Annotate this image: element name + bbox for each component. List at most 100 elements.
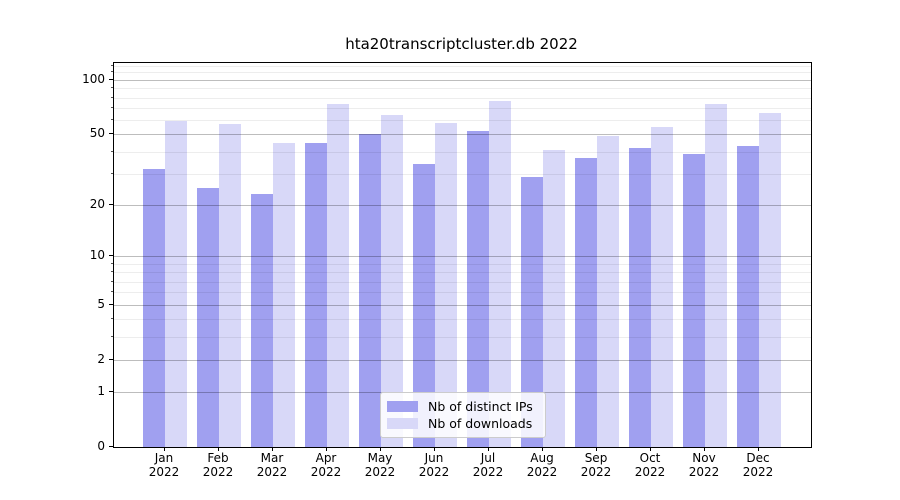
bar-nov-distinct-ips xyxy=(683,153,705,447)
x-tick-mark-jan xyxy=(164,447,165,451)
x-tick-year-feb: 2022 xyxy=(202,464,234,479)
x-tick-year-oct: 2022 xyxy=(634,464,666,479)
bar-mar-downloads xyxy=(273,142,295,447)
legend-swatch-downloads xyxy=(387,418,418,429)
x-tick-mark-sep xyxy=(596,447,597,451)
x-tick-mark-mar xyxy=(272,447,273,451)
legend-row-downloads: Nb of downloads xyxy=(387,415,537,432)
y-minor-tick-mark-4 xyxy=(111,318,113,319)
bar-dec-distinct-ips xyxy=(737,146,759,447)
bar-jan-downloads xyxy=(165,121,187,447)
y-tick-label-5: 5 xyxy=(97,296,105,311)
bar-feb-distinct-ips xyxy=(197,187,219,447)
x-tick-mark-feb xyxy=(218,447,219,451)
gridline-minor-80 xyxy=(114,97,811,99)
x-tick-year-dec: 2022 xyxy=(742,464,774,479)
x-tick-year-mar: 2022 xyxy=(256,464,288,479)
y-tick-label-20: 20 xyxy=(89,196,105,211)
gridline-2 xyxy=(114,359,811,361)
gridline-minor-110 xyxy=(114,72,811,74)
x-tick-mark-jun xyxy=(434,447,435,451)
x-tick-label-jan: Jan 2022 xyxy=(132,451,196,479)
x-tick-mark-aug xyxy=(542,447,543,451)
bar-sep-downloads xyxy=(597,135,619,447)
gridline-minor-70 xyxy=(114,108,811,109)
gridline-minor-4 xyxy=(114,319,811,320)
y-tick-label-1: 1 xyxy=(97,383,105,398)
bar-jan-distinct-ips xyxy=(143,168,165,447)
bar-sep-distinct-ips xyxy=(575,157,597,447)
x-tick-mark-apr xyxy=(326,447,327,451)
x-tick-label-apr: Apr 2022 xyxy=(294,451,358,479)
x-tick-mark-oct xyxy=(650,447,651,451)
gridline-minor-30 xyxy=(114,173,811,175)
x-tick-mark-may xyxy=(380,447,381,451)
y-tick-mark-100 xyxy=(109,79,113,80)
y-tick-mark-1 xyxy=(109,390,113,392)
bar-aug-distinct-ips xyxy=(521,176,543,447)
y-minor-tick-mark-7 xyxy=(111,280,113,282)
gridline-minor-8 xyxy=(114,272,811,274)
y-tick-mark-20 xyxy=(109,203,113,205)
y-tick-mark-2 xyxy=(109,358,113,360)
x-tick-label-oct: Oct 2022 xyxy=(618,451,682,479)
y-tick-label-10: 10 xyxy=(89,248,105,263)
x-tick-mark-nov xyxy=(704,447,705,451)
y-minor-tick-mark-40 xyxy=(111,150,113,152)
y-minor-tick-mark-80 xyxy=(111,96,113,98)
gridline-minor-3 xyxy=(114,336,811,338)
gridline-minor-7 xyxy=(114,281,811,283)
gridline-100 xyxy=(114,80,811,81)
x-tick-year-jul: 2022 xyxy=(472,464,504,479)
x-tick-label-sep: Sep 2022 xyxy=(564,451,628,479)
y-tick-label-50: 50 xyxy=(89,126,105,141)
x-tick-label-aug: Aug 2022 xyxy=(510,451,574,479)
chart-title: hta20transcriptcluster.db 2022 xyxy=(345,35,578,53)
bar-aug-downloads xyxy=(543,149,565,447)
y-tick-mark-50 xyxy=(109,133,113,135)
x-tick-label-mar: Mar 2022 xyxy=(240,451,304,479)
x-tick-label-dec: Dec 2022 xyxy=(726,451,790,479)
bar-nov-downloads xyxy=(705,103,727,447)
x-tick-year-aug: 2022 xyxy=(526,464,558,479)
bar-feb-downloads xyxy=(219,124,241,447)
legend-swatch-distinct-ips xyxy=(387,401,418,412)
bar-apr-downloads xyxy=(327,103,349,447)
y-minor-tick-mark-60 xyxy=(111,119,113,121)
y-minor-tick-mark-90 xyxy=(111,87,113,89)
y-minor-tick-mark-120 xyxy=(111,64,113,66)
gridline-minor-60 xyxy=(114,120,811,122)
legend-row-distinct-ips: Nb of distinct IPs xyxy=(387,398,537,415)
bar-oct-distinct-ips xyxy=(629,147,651,447)
bar-dec-downloads xyxy=(759,112,781,447)
bar-jul-downloads xyxy=(489,100,511,447)
bar-apr-distinct-ips xyxy=(305,142,327,447)
x-tick-year-apr: 2022 xyxy=(310,464,342,479)
bar-may-distinct-ips xyxy=(359,134,381,447)
gridline-minor-90 xyxy=(114,88,811,90)
x-tick-year-nov: 2022 xyxy=(688,464,720,479)
x-tick-year-jan: 2022 xyxy=(148,464,180,479)
bar-jul-distinct-ips xyxy=(467,131,489,447)
bar-oct-downloads xyxy=(651,126,673,447)
gridline-50 xyxy=(114,134,811,136)
bar-may-downloads xyxy=(381,115,403,447)
y-tick-label-0: 0 xyxy=(97,439,105,453)
legend: Nb of distinct IPs Nb of downloads xyxy=(380,392,546,438)
x-tick-label-jul: Jul 2022 xyxy=(456,451,520,479)
y-minor-tick-mark-3 xyxy=(111,335,113,337)
gridline-20 xyxy=(114,204,811,206)
gridline-10 xyxy=(114,256,811,258)
y-minor-tick-mark-110 xyxy=(111,71,113,73)
y-tick-mark-5 xyxy=(109,303,113,305)
gridline-minor-9 xyxy=(114,263,811,265)
x-tick-label-nov: Nov 2022 xyxy=(672,451,736,479)
y-minor-tick-mark-8 xyxy=(111,271,113,273)
plot-area xyxy=(113,62,812,448)
bar-jun-downloads xyxy=(435,122,457,447)
y-tick-mark-10 xyxy=(109,255,113,257)
x-tick-mark-jul xyxy=(488,447,489,451)
x-tick-year-may: 2022 xyxy=(364,464,396,479)
x-tick-label-may: May 2022 xyxy=(348,451,412,479)
